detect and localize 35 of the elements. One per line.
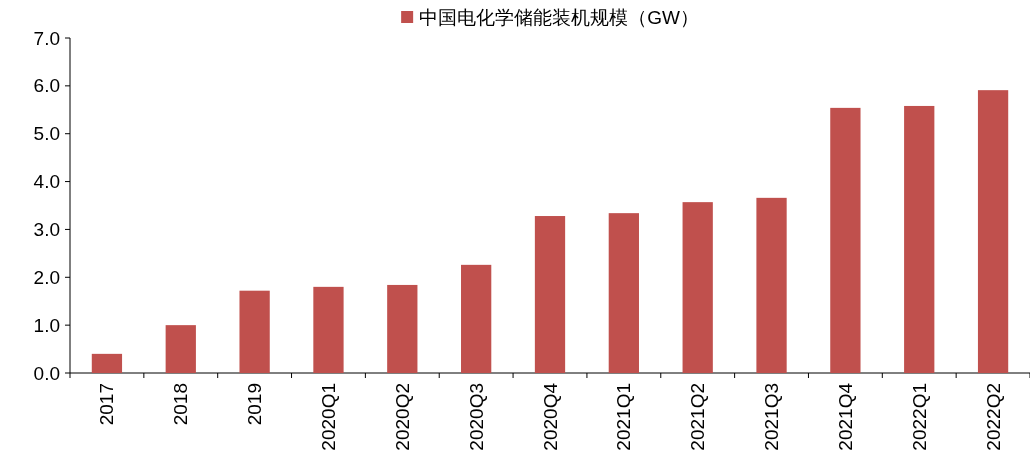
y-tick-label: 5.0 — [33, 123, 60, 145]
bar — [461, 264, 492, 373]
bar — [165, 325, 196, 373]
x-tick-label: 2022Q2 — [982, 383, 1004, 451]
y-tick-label: 0.0 — [33, 362, 60, 384]
legend-label: 中国电化学储能装机规模（GW） — [419, 6, 699, 28]
x-tick-label: 2021Q3 — [761, 383, 783, 451]
x-tick-label: 2019 — [244, 383, 266, 426]
y-tick-label: 3.0 — [33, 218, 60, 240]
y-tick-label: 4.0 — [33, 171, 60, 193]
x-tick-label: 2018 — [170, 383, 192, 426]
x-tick-label: 2021Q1 — [613, 383, 635, 451]
bar — [313, 286, 344, 373]
bar — [91, 353, 123, 373]
x-tick-label: 2020Q2 — [391, 383, 413, 451]
y-tick-label: 7.0 — [33, 27, 60, 49]
x-tick-label: 2021Q4 — [834, 382, 856, 451]
bar — [756, 197, 787, 373]
bar — [608, 213, 639, 373]
bar — [830, 107, 861, 373]
bar — [239, 290, 270, 373]
y-tick-label: 2.0 — [33, 266, 60, 288]
bar — [534, 216, 566, 373]
y-tick-label: 1.0 — [33, 314, 60, 336]
x-tick-label: 2020Q3 — [465, 383, 487, 451]
bar — [904, 105, 935, 373]
x-tick-label: 2017 — [96, 383, 118, 426]
x-tick-label: 2021Q2 — [687, 383, 709, 451]
bar — [682, 202, 713, 373]
bar — [977, 90, 1009, 373]
y-tick-label: 6.0 — [33, 75, 60, 97]
x-tick-label: 2020Q1 — [317, 383, 339, 451]
x-tick-label: 2020Q4 — [539, 382, 561, 451]
bar — [387, 284, 418, 373]
x-tick-label: 2022Q1 — [908, 383, 930, 451]
